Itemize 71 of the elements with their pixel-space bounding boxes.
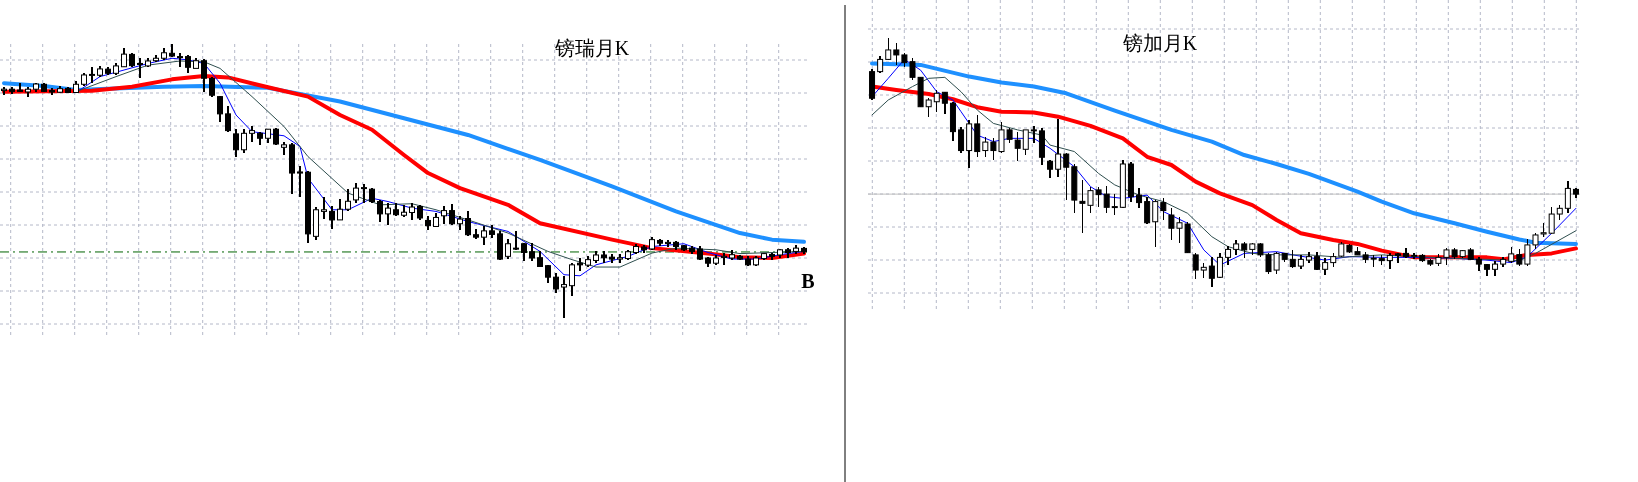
candlestick [297,165,303,198]
candlestick [209,75,215,98]
candlestick [1022,129,1029,156]
candlestick [449,203,455,226]
candlestick [885,37,892,61]
candlestick [401,204,407,218]
candlestick [665,239,671,248]
candlestick [169,43,175,59]
candlestick [569,262,575,298]
candlestick [1047,159,1054,180]
candlestick [225,105,231,133]
candlestick [377,199,383,224]
candlestick [1289,249,1296,270]
candlestick [893,42,900,66]
candlestick [385,202,391,226]
candlestick [721,251,727,266]
candlestick [1111,193,1118,216]
candlestick [1216,252,1223,279]
candlestick [217,95,223,123]
title: 镑瑞月K [554,37,630,59]
candlestick [553,272,559,294]
candlestick [1152,199,1159,248]
candlestick [513,230,519,251]
candlestick [505,238,511,260]
candlestick [958,126,965,154]
candlestick [1,86,7,96]
candlestick [617,252,623,264]
candlestick [925,97,932,118]
candlestick [1411,252,1418,261]
candlestick [249,125,255,143]
candlestick [233,128,239,158]
candlestick [933,89,940,113]
candlestick [201,58,207,93]
candlestick [465,210,471,237]
candlestick [982,135,989,158]
candlestick [137,57,143,79]
candlestick [1564,179,1571,214]
candlestick [89,66,95,84]
candlestick [1055,118,1062,178]
candlestick [17,82,23,94]
candlestick [1160,197,1167,221]
candlestick [521,242,527,262]
candlestick [481,225,487,246]
candlestick [241,128,247,155]
annotation: B [801,270,815,292]
candlestick [1548,205,1555,235]
title: 镑加月K [1122,32,1198,54]
candlestick [441,205,447,225]
candlestick [185,54,191,75]
candlestick [601,250,607,264]
candlestick [561,275,567,319]
candlestick [1063,152,1070,201]
candlestick [1103,185,1110,214]
candlestick [1225,245,1232,266]
candlestick [329,205,335,230]
candlestick [281,140,287,156]
candlestick [321,195,327,220]
candlestick [361,183,367,204]
candlestick [1192,252,1199,280]
candlestick [529,242,535,262]
candlestick [345,188,351,213]
candlestick [337,198,343,222]
candlestick [1208,255,1215,288]
candlestick [1394,251,1401,265]
candlestick [609,252,615,264]
candlestick [353,182,359,204]
candlestick [1014,130,1021,162]
candlestick [1136,187,1143,210]
candlestick [177,52,183,68]
candlestick [1144,195,1151,225]
candlestick [1030,125,1037,144]
